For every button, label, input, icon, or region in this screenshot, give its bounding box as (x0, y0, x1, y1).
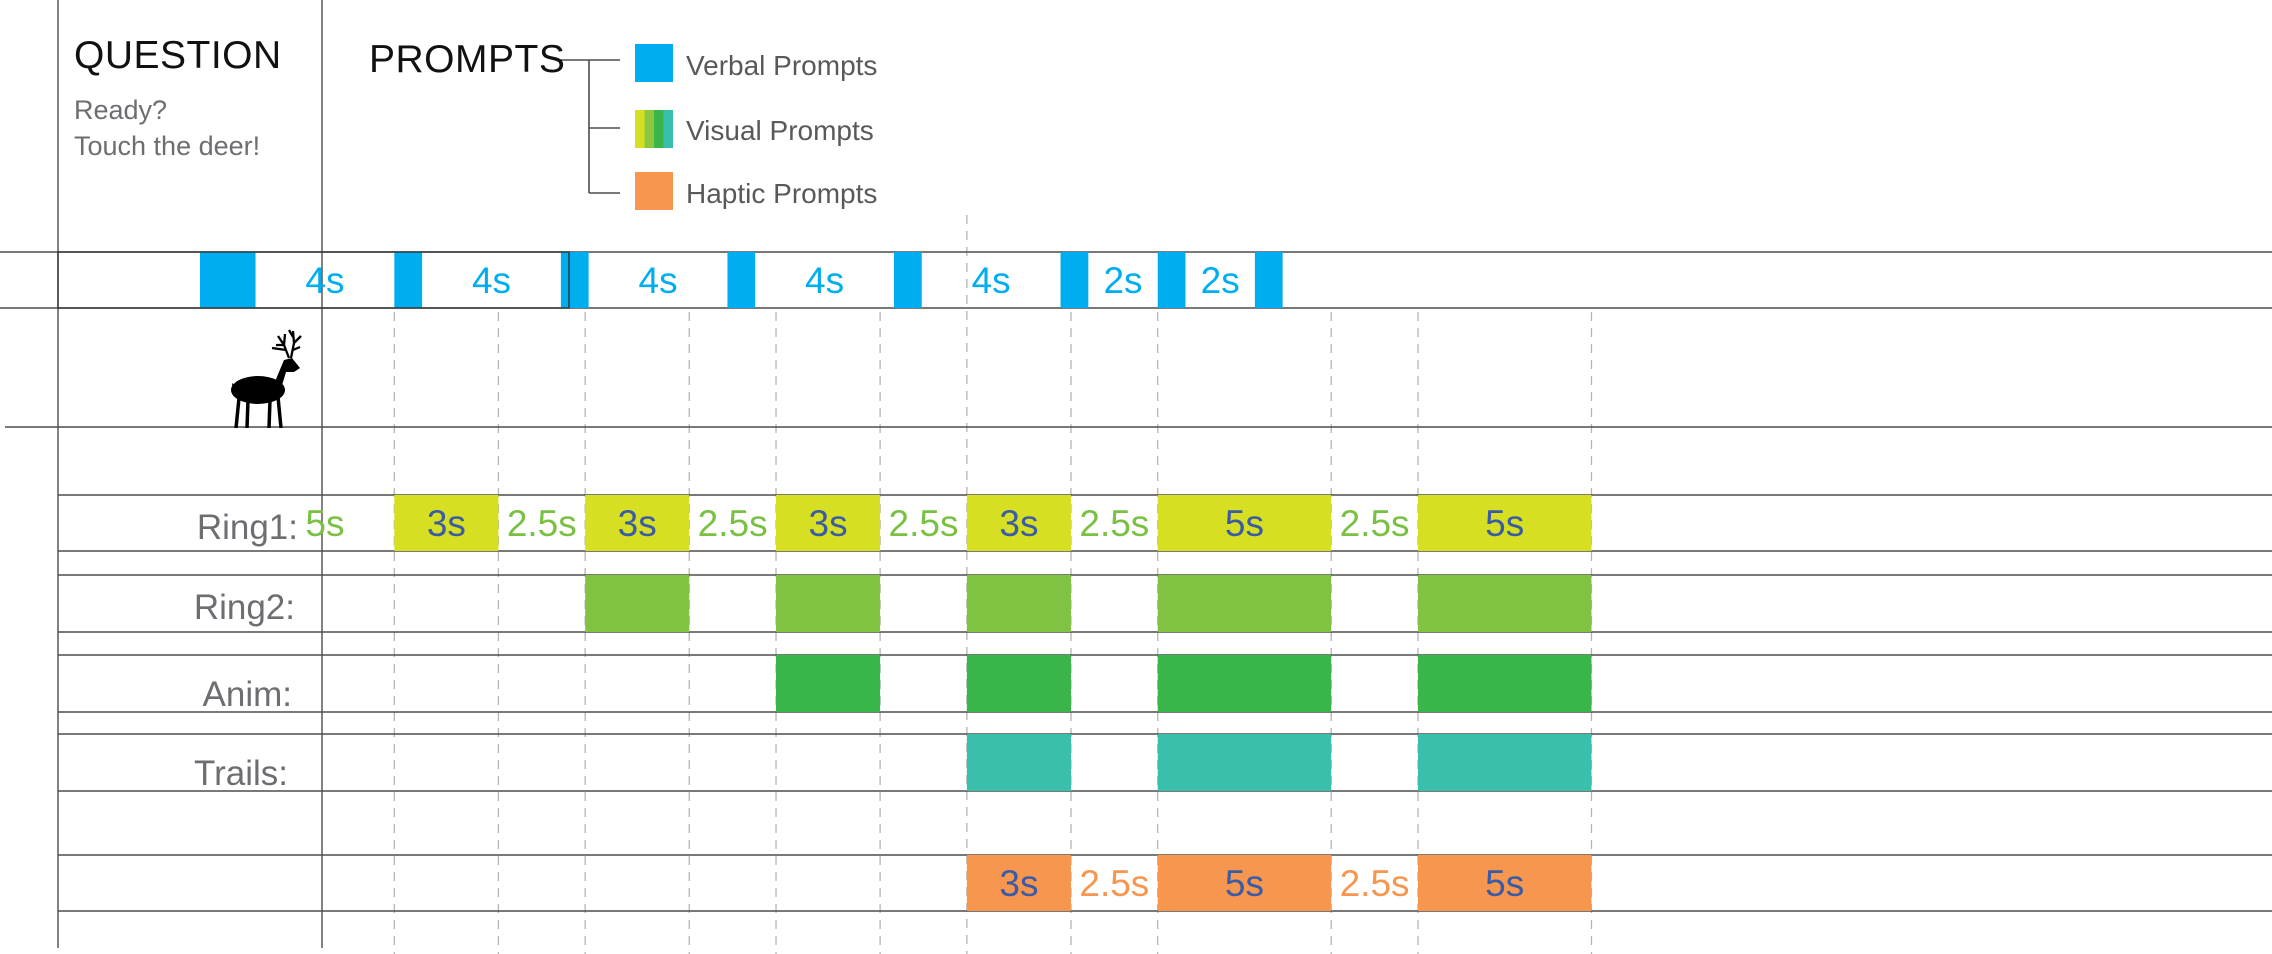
trails-block-0 (966, 734, 1071, 791)
verbal-duration-label-11: 2s (1103, 260, 1142, 301)
verbal-duration-label-1: 4s (305, 260, 344, 301)
ring1-block-9 (1157, 495, 1332, 551)
ring2-block-1 (776, 575, 881, 632)
ring1-duration-label-5: 3s (809, 503, 848, 544)
ring1-duration-label-11: 5s (1485, 503, 1524, 544)
haptic-block-4 (1417, 855, 1592, 911)
haptic-duration-label-4: 5s (1485, 863, 1524, 904)
ring1-block-5 (776, 495, 881, 551)
haptic-duration-label-0: 3s (999, 863, 1038, 904)
ring1-duration-label-7: 3s (999, 503, 1038, 544)
anim-block-3 (1417, 655, 1592, 712)
ring1-duration-label-1: 3s (427, 503, 466, 544)
row-label-anim: Anim: (202, 675, 292, 714)
row-label-ring1: Ring1: (196, 508, 298, 547)
ring1-duration-label-3: 3s (618, 503, 657, 544)
verbal-duration-label-7: 4s (805, 260, 844, 301)
ring1-block-1 (394, 495, 499, 551)
ring1-duration-label-6: 2.5s (889, 503, 959, 544)
verbal-duration-label-9: 4s (972, 260, 1011, 301)
haptic-duration-label-1: 2.5s (1079, 863, 1149, 904)
trails-block-2 (1417, 734, 1592, 791)
anim-block-0 (776, 655, 881, 712)
ring1-duration-label-10: 2.5s (1340, 503, 1410, 544)
row-label-ring2: Ring2: (193, 588, 295, 627)
ring1-duration-label-9: 5s (1225, 503, 1264, 544)
prompts-title: PROMPTS (369, 38, 566, 81)
haptic-block-2 (1157, 855, 1332, 911)
verbal-block-8 (894, 252, 922, 308)
haptic-block-0 (966, 855, 1071, 911)
anim-block-2 (1157, 655, 1332, 712)
deer-icon (231, 329, 302, 429)
verbal-block-0 (200, 252, 256, 308)
trails-block-1 (1157, 734, 1332, 791)
ring1-duration-label-0: 5s (305, 503, 344, 544)
anim-block-1 (966, 655, 1071, 712)
ring1-block-7 (966, 495, 1071, 551)
ring1-duration-label-4: 2.5s (698, 503, 768, 544)
verbal-block-4 (560, 252, 589, 308)
question-line-1: Ready? (74, 95, 168, 125)
ring1-block-11 (1417, 495, 1592, 551)
legend-visual-label: Visual Prompts (686, 115, 874, 146)
verbal-block-12 (1157, 252, 1186, 308)
question-title: QUESTION (74, 34, 282, 77)
verbal-block-10 (1060, 252, 1089, 308)
legend-visual-swatch-0 (635, 110, 645, 148)
question-line-2: Touch the deer! (74, 131, 261, 161)
verbal-duration-label-5: 4s (639, 260, 678, 301)
ring1-duration-label-2: 2.5s (507, 503, 577, 544)
verbal-question-frame (57, 251, 570, 309)
legend-haptic-swatch (635, 172, 673, 210)
haptic-duration-label-3: 2.5s (1340, 863, 1410, 904)
row-label-trails: Trails: (194, 754, 288, 793)
legend-verbal-label: Verbal Prompts (686, 50, 878, 81)
legend-visual-swatch-3 (663, 110, 673, 148)
haptic-duration-label-2: 5s (1225, 863, 1264, 904)
verbal-duration-label-3: 4s (472, 260, 511, 301)
legend-visual-swatch-2 (654, 110, 664, 148)
legend-visual-swatch-1 (644, 110, 654, 148)
ring1-duration-label-8: 2.5s (1079, 503, 1149, 544)
verbal-duration-label-13: 2s (1201, 260, 1240, 301)
ring2-block-3 (1157, 575, 1332, 632)
ring1-block-3 (585, 495, 690, 551)
legend-verbal-swatch (635, 44, 673, 82)
legend-haptic-label: Haptic Prompts (686, 178, 878, 209)
verbal-block-6 (727, 252, 756, 308)
ring2-block-0 (585, 575, 690, 632)
verbal-block-2 (394, 252, 423, 308)
verbal-block-14 (1254, 252, 1283, 308)
ring2-block-2 (966, 575, 1071, 632)
ring2-block-4 (1417, 575, 1592, 632)
